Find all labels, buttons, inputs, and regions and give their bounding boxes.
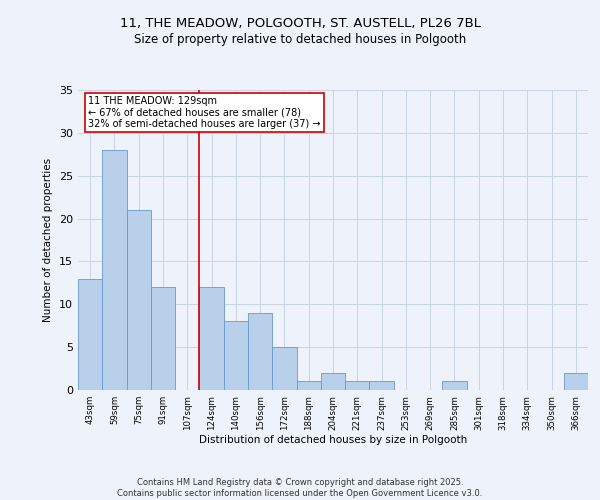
Y-axis label: Number of detached properties: Number of detached properties: [43, 158, 53, 322]
Text: 11, THE MEADOW, POLGOOTH, ST. AUSTELL, PL26 7BL: 11, THE MEADOW, POLGOOTH, ST. AUSTELL, P…: [119, 18, 481, 30]
Bar: [345, 382, 370, 390]
Bar: [272, 347, 296, 390]
Bar: [370, 382, 394, 390]
Bar: [127, 210, 151, 390]
Bar: [102, 150, 127, 390]
Bar: [248, 313, 272, 390]
Bar: [78, 278, 102, 390]
Text: 11 THE MEADOW: 129sqm
← 67% of detached houses are smaller (78)
32% of semi-deta: 11 THE MEADOW: 129sqm ← 67% of detached …: [88, 96, 320, 129]
Bar: [564, 373, 588, 390]
Bar: [296, 382, 321, 390]
Bar: [199, 287, 224, 390]
Bar: [321, 373, 345, 390]
Bar: [224, 322, 248, 390]
Bar: [151, 287, 175, 390]
Text: Contains HM Land Registry data © Crown copyright and database right 2025.
Contai: Contains HM Land Registry data © Crown c…: [118, 478, 482, 498]
X-axis label: Distribution of detached houses by size in Polgooth: Distribution of detached houses by size …: [199, 436, 467, 446]
Bar: [442, 382, 467, 390]
Text: Size of property relative to detached houses in Polgooth: Size of property relative to detached ho…: [134, 32, 466, 46]
